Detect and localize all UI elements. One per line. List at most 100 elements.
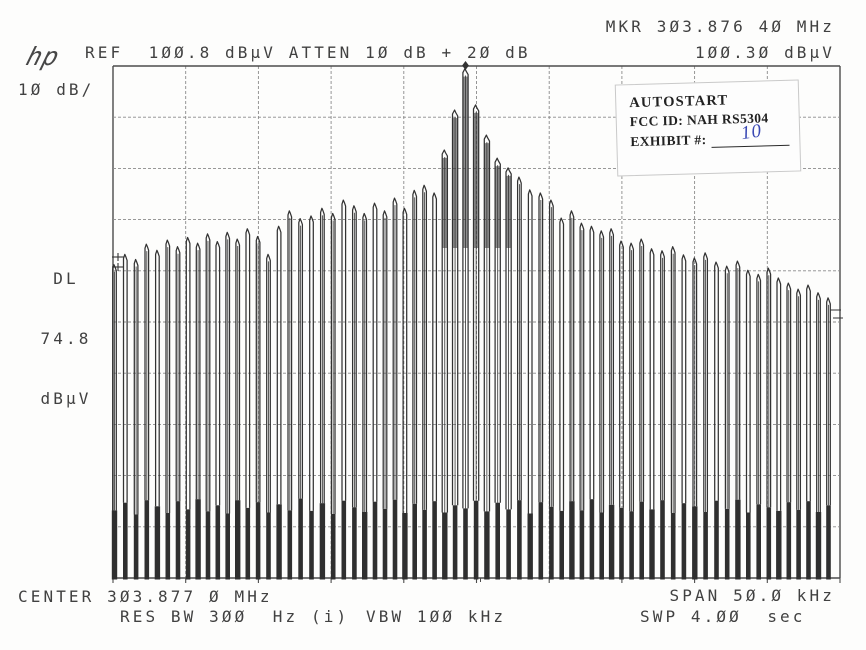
trace-spike (776, 277, 782, 511)
trace-spike (154, 249, 160, 507)
trace-spike (670, 246, 676, 513)
trace-spike (276, 225, 282, 505)
trace-base-bar (422, 509, 427, 580)
trace-peak-fill (484, 143, 490, 248)
trace-spike (569, 210, 575, 502)
trace-spike (826, 297, 831, 506)
trace-base-bar (527, 513, 533, 580)
trace-spike (527, 189, 533, 514)
trace-base-bar (133, 514, 139, 580)
trace-spike (412, 189, 418, 504)
trace-base-bar (815, 512, 822, 580)
trace-base-bar (402, 513, 408, 580)
marker-diamond-icon (462, 61, 469, 71)
trace-spike (215, 240, 221, 506)
trace-peak-fill (452, 118, 458, 248)
trace-base-bar (287, 510, 293, 580)
scale-per-div-readout: 1Ø dB/ (18, 80, 95, 99)
trace-base-bar (276, 504, 282, 580)
trace-base-bar (185, 509, 191, 580)
stamp-exhibit-blank-line: 10 (711, 120, 790, 148)
trace-spike (175, 246, 181, 502)
ref-atten-readout: REF 1ØØ.8 dBµV ATTEN 1Ø dB + 2Ø dB (85, 43, 531, 62)
trace-base-bar (111, 510, 118, 580)
trace-spike (382, 210, 388, 509)
stamp-exhibit-label: EXHIBIT #: (630, 132, 707, 150)
trace-base-bar (484, 511, 490, 580)
trace-spike (351, 205, 357, 508)
trace-spike (766, 267, 772, 508)
trace-spike (745, 269, 751, 513)
marker-frequency-readout: MKR 3Ø3.876 4Ø MHz (605, 17, 835, 36)
trace-spike (422, 184, 428, 510)
trace-base-bar (463, 508, 468, 580)
trace-base-bar (756, 504, 761, 580)
trace-spike (786, 282, 792, 503)
trace-spike (589, 225, 595, 500)
span-readout: SPAN 5Ø.Ø kHz (669, 586, 835, 605)
trace-spike (806, 284, 811, 502)
trace-spike (639, 238, 645, 502)
trace-spike (298, 217, 304, 499)
trace-base-bar (660, 500, 665, 580)
trace-base-bar (714, 500, 719, 580)
trace-base-bar (639, 501, 644, 580)
trace-spike (599, 230, 605, 513)
trace-spike (185, 236, 191, 510)
trace-base-bar (746, 512, 751, 580)
trace-spike (266, 253, 271, 513)
trace-base-bar (452, 505, 458, 580)
trace-spike (724, 265, 730, 509)
trace-base-bar (144, 500, 150, 580)
trace-base-bar (579, 510, 585, 580)
trace-base-bar (330, 514, 336, 580)
trace-spike (392, 197, 398, 500)
trace-base-bar (619, 507, 624, 580)
trace-base-bar (649, 509, 655, 580)
marker-amplitude-readout: 1ØØ.3Ø dBµV (694, 43, 835, 62)
trace-spike (402, 207, 408, 513)
trace-base-bar (225, 513, 230, 580)
display-line-value: 74.8 (40, 329, 92, 348)
trace-spike (559, 217, 565, 511)
trace-peak-fill (442, 157, 448, 248)
sweep-readout: SWP 4.ØØ sec (640, 607, 806, 626)
trace-spike (816, 292, 821, 512)
trace-base-bar (298, 498, 303, 580)
trace-base-bar (703, 512, 708, 580)
trace-spike (619, 240, 624, 508)
trace-base-bar (154, 506, 161, 580)
vbw-readout: VBW 1ØØ kHz (366, 607, 507, 626)
trace-base-bar (372, 501, 378, 580)
trace-base-bar (681, 503, 687, 580)
trace-base-bar (776, 510, 782, 580)
trace-spike (681, 254, 687, 504)
trace-spike (548, 199, 554, 507)
trace-base-bar (549, 506, 554, 580)
trace-spike (372, 202, 378, 502)
trace-base-bar (599, 512, 604, 580)
trace-peak-fill (495, 166, 501, 248)
trace-base-bar (255, 502, 261, 580)
trace-spike (629, 242, 635, 512)
trace-base-bar (796, 509, 801, 580)
trace-base-bar (735, 499, 741, 580)
trace-spike (309, 215, 314, 511)
stamp-autostart-label: AUTOSTART (629, 92, 729, 112)
display-line-readout: DL 74.8 dBµV (34, 229, 98, 449)
trace-spike (735, 260, 741, 500)
trace-peak-fill (505, 175, 512, 248)
trace-peak-fill (473, 112, 479, 248)
fcc-exhibit-stamp: AUTOSTART FCC ID: NAH RS5304 EXHIBIT #: … (614, 79, 802, 177)
trace-spike (714, 261, 719, 501)
trace-spike (341, 199, 347, 501)
trace-base-bar (473, 500, 479, 580)
trace-base-bar (195, 499, 201, 580)
trace-peak-fill (462, 76, 469, 248)
trace-spike (703, 252, 709, 512)
trace-base-bar (786, 502, 792, 580)
trace-base-bar (506, 509, 511, 580)
trace-base-bar (215, 505, 221, 580)
